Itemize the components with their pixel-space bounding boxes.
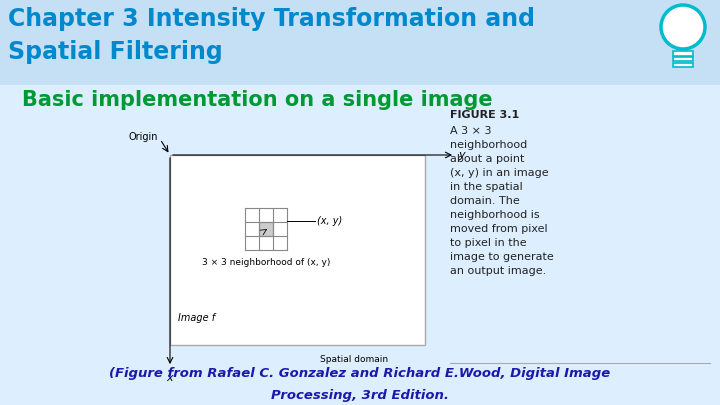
Text: (x, y): (x, y) bbox=[317, 215, 342, 226]
Text: Chapter 3 Intensity Transformation and: Chapter 3 Intensity Transformation and bbox=[8, 7, 535, 31]
Text: 3 × 3 neighborhood of (x, y): 3 × 3 neighborhood of (x, y) bbox=[202, 258, 330, 267]
Circle shape bbox=[661, 5, 705, 49]
Text: Origin: Origin bbox=[128, 132, 158, 142]
Bar bbox=[0, 0, 720, 85]
Bar bbox=[673, 57, 693, 61]
Bar bbox=[673, 51, 693, 56]
Bar bbox=[170, 155, 425, 345]
Text: Spatial domain: Spatial domain bbox=[320, 355, 387, 364]
Text: Processing, 3rd Edition.: Processing, 3rd Edition. bbox=[271, 389, 449, 402]
Text: x: x bbox=[167, 373, 174, 383]
Text: FIGURE 3.1: FIGURE 3.1 bbox=[450, 110, 519, 120]
Text: A 3 × 3
neighborhood
about a point
(x, y) in an image
in the spatial
domain. The: A 3 × 3 neighborhood about a point (x, y… bbox=[450, 126, 554, 276]
Text: (Figure from Rafael C. Gonzalez and Richard E.Wood, Digital Image: (Figure from Rafael C. Gonzalez and Rich… bbox=[109, 367, 611, 380]
Text: Spatial Filtering: Spatial Filtering bbox=[8, 40, 222, 64]
Text: Basic implementation on a single image: Basic implementation on a single image bbox=[22, 90, 492, 110]
Text: y: y bbox=[458, 150, 464, 160]
Bar bbox=[259, 222, 273, 236]
Bar bbox=[673, 63, 693, 67]
Text: Image f: Image f bbox=[178, 313, 215, 323]
